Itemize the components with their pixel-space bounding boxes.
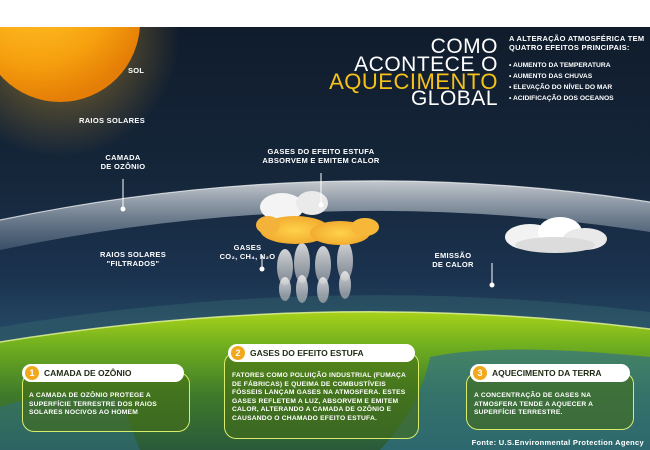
info-pill-warming: 3 AQUECIMENTO DA TERRA [470,364,630,382]
gas-smoke-columns [277,241,353,303]
sun [0,27,140,102]
effects-heading-1: A ALTERAÇÃO ATMOSFÉRICA TEM [509,34,645,43]
greenhouse-gas-cloud [256,191,379,245]
effects-item: • ACIDIFICAÇÃO DOS OCEANOS [509,95,614,102]
label-gases-efeito-estufa: GASES DO EFEITO ESTUFA ABSORVEM E EMITEM … [262,147,380,165]
info-pill-ozone: 1 CAMADA DE OZÔNIO [22,364,184,382]
badge-number: 3 [473,366,487,380]
label-gases: GASES CO₂, CH₄, N₂O [219,243,276,261]
info-title: GASES DO EFEITO ESTUFA [250,348,364,358]
infographic-canvas: COMO ACONTECE O AQUECIMENTO GLOBAL A ALT… [0,27,650,450]
white-cloud [505,217,607,253]
title-line-1: COMO [430,35,498,58]
effects-item: • AUMENTO DA TEMPERATURA [509,62,611,69]
badge-number: 2 [231,346,245,360]
source-credit: Fonte: U.S.Environmental Protection Agen… [471,438,644,447]
info-box-greenhouse [224,352,419,439]
info-text-greenhouse: FATORES COMO POLUIÇÃO INDUSTRIAL (FUMAÇA… [232,372,406,422]
effects-list: • AUMENTO DA TEMPERATURA • AUMENTO DAS C… [509,60,614,104]
badge-number: 1 [25,366,39,380]
label-emissao-calor: EMISSÃO DE CALOR [432,251,474,269]
ozone-layer-band [0,180,650,250]
effects-item: • ELEVAÇÃO DO NÍVEL DO MAR [509,84,613,91]
label-camada-ozonio: CAMADA DE OZÔNIO [100,153,146,171]
info-title: CAMADA DE OZÔNIO [44,368,132,378]
info-box-ozone [22,372,190,432]
effects-heading-2: QUATRO EFEITOS PRINCIPAIS: [509,43,630,52]
title-line-4: GLOBAL [410,87,498,110]
info-text-warming: A CONCENTRAÇÃO DE GASES NA ATMOSFERA TEN… [474,392,593,416]
label-raios-filtrados: RAIOS SOLARES "FILTRADOS" [100,250,166,268]
info-title: AQUECIMENTO DA TERRA [492,368,602,378]
title-line-3: AQUECIMENTO [329,69,498,94]
title-line-2: ACONTECE O [354,53,498,76]
label-sol: SOL [128,66,145,75]
info-text-ozone: A CAMADA DE OZÔNIO PROTEGE A SUPERFÍCIE … [29,392,157,416]
info-pill-greenhouse: 2 GASES DO EFEITO ESTUFA [228,344,415,362]
label-raios-solares: RAIOS SOLARES [79,116,145,125]
effects-item: • AUMENTO DAS CHUVAS [509,73,593,80]
